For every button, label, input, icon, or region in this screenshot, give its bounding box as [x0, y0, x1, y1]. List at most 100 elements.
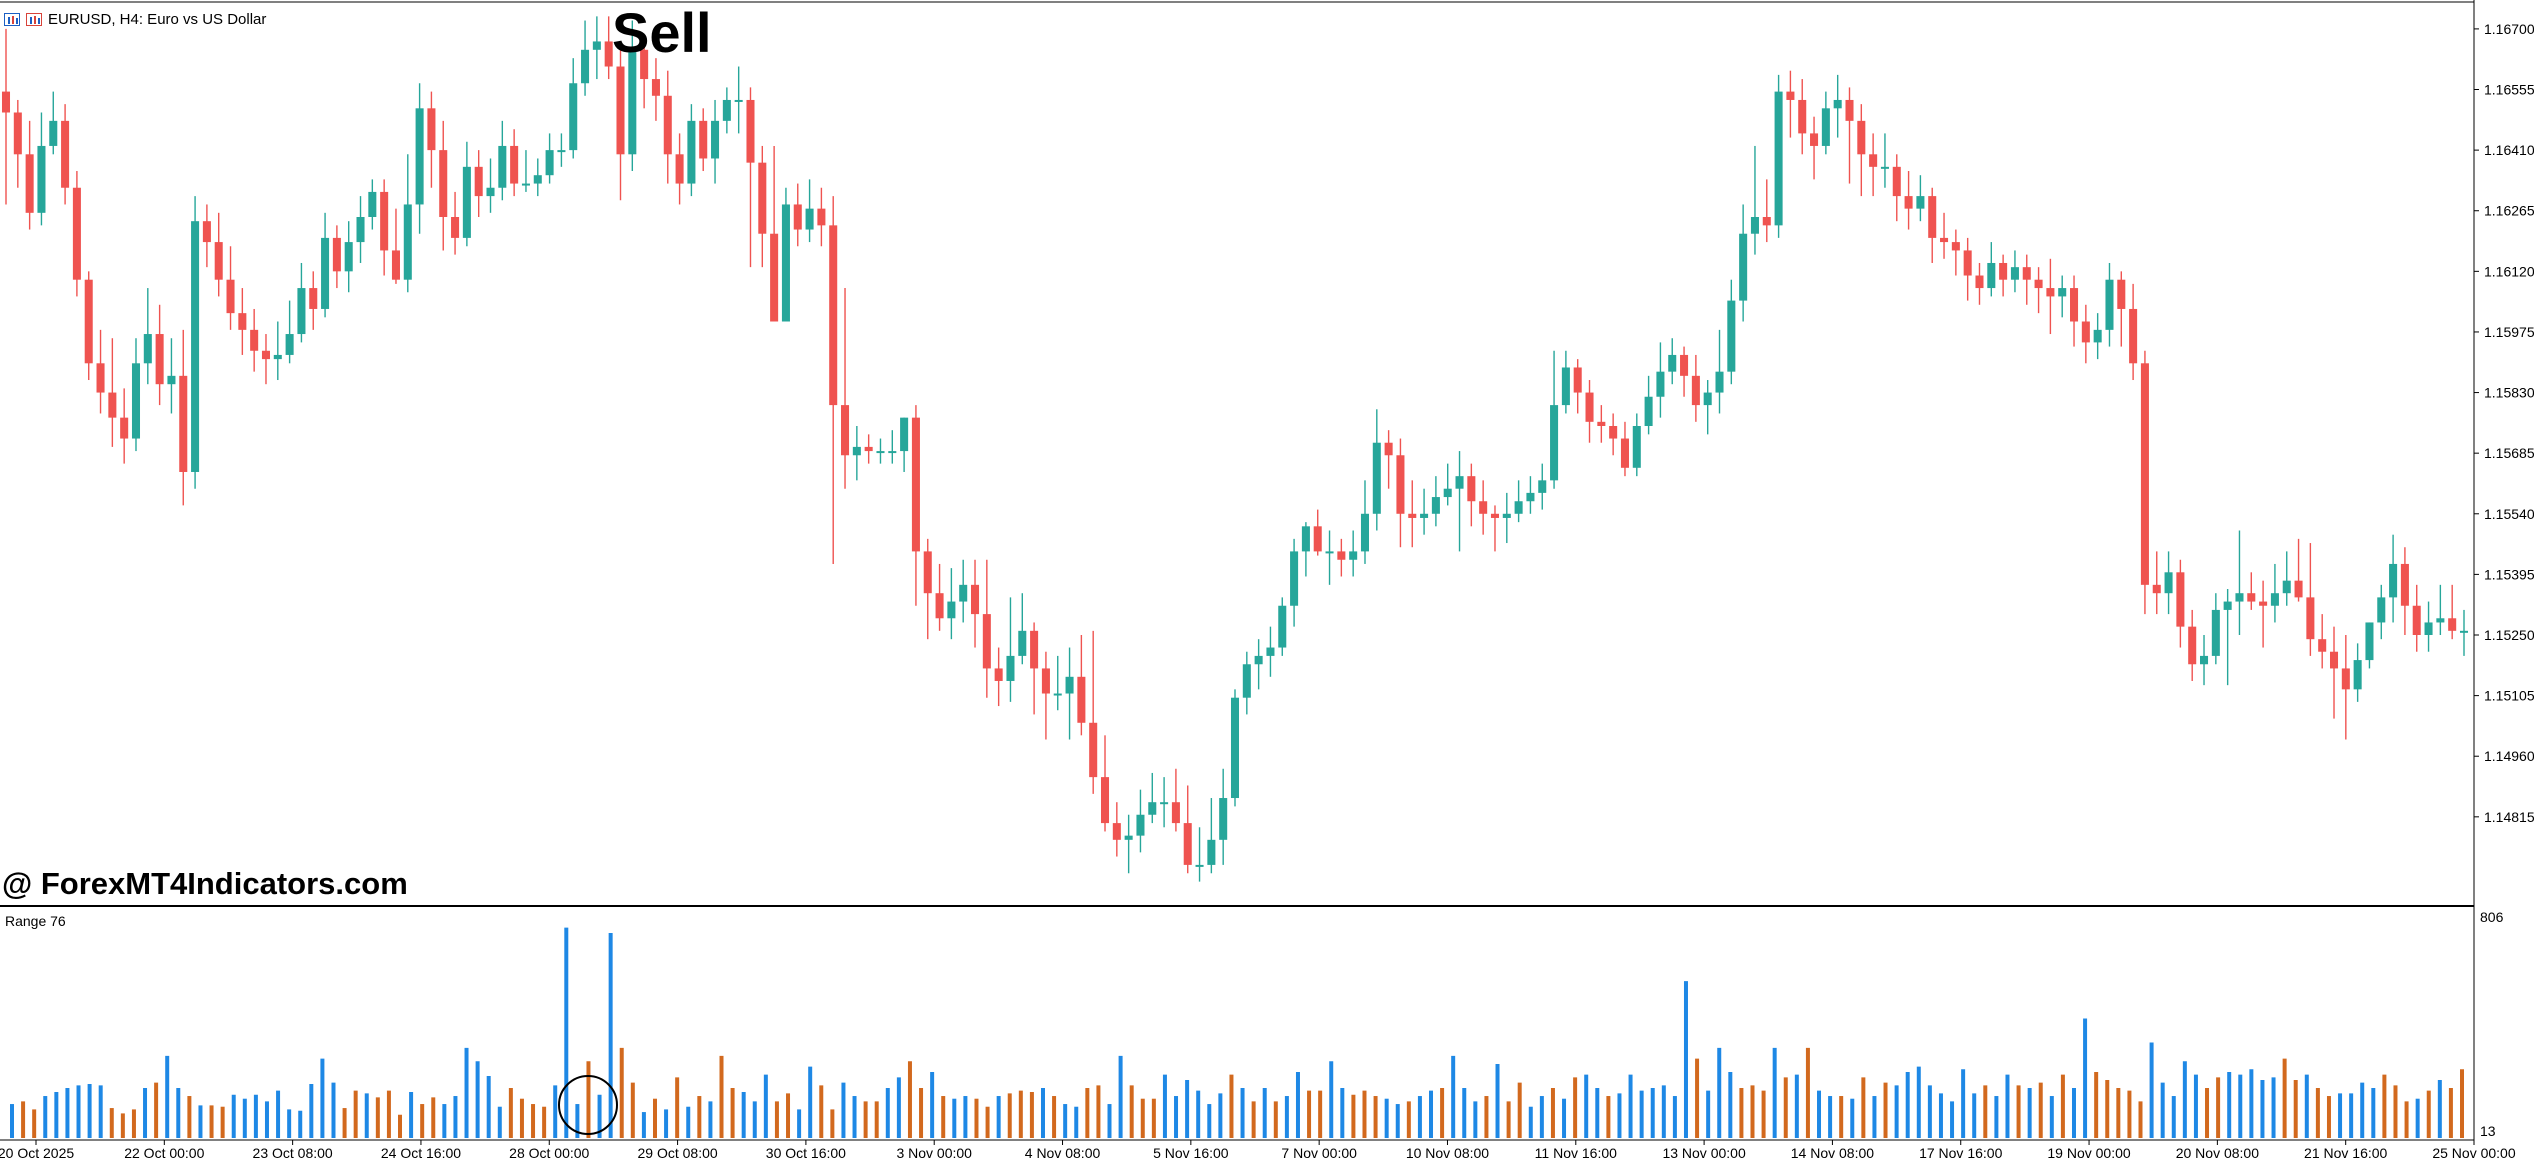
- candle-body: [1561, 367, 1570, 406]
- candle-body: [2341, 668, 2350, 690]
- price-tick-label: 1.16265: [2484, 203, 2534, 219]
- candle-body: [663, 95, 672, 155]
- price-chart[interactable]: 1.16700 1.16555 1.16410 1.16265 1.16120 1.159…: [0, 0, 2534, 908]
- candle-body: [1089, 722, 1098, 778]
- candle-body: [2070, 288, 2079, 322]
- candle-body: [1999, 262, 2008, 280]
- candle-body: [1313, 526, 1322, 552]
- time-label: 3 Nov 00:00: [896, 1145, 972, 1161]
- candle-body: [888, 451, 897, 454]
- candle-body: [1396, 455, 1405, 514]
- signal-circle-marker: [558, 1075, 618, 1135]
- time-label: 28 Oct 00:00: [509, 1145, 589, 1161]
- candle-body: [1, 91, 11, 113]
- candle-body: [25, 154, 34, 213]
- candle-body: [1325, 551, 1334, 554]
- candle-body: [2058, 288, 2067, 297]
- candle-body: [1360, 513, 1370, 552]
- candle-body: [1857, 120, 1866, 155]
- candle-body: [13, 112, 22, 155]
- candle-body: [2400, 563, 2409, 606]
- candle-body: [841, 405, 850, 456]
- candle-body: [616, 66, 625, 155]
- candle-body: [1892, 166, 1901, 197]
- time-label: 5 Nov 16:00: [1153, 1145, 1229, 1161]
- candle-body: [202, 221, 211, 243]
- candle-body: [1609, 426, 1618, 439]
- candle-body: [37, 145, 46, 213]
- candle-body: [1798, 99, 1807, 134]
- candle-body: [1349, 551, 1358, 560]
- candle-body: [734, 99, 743, 102]
- time-label: 7 Nov 00:00: [1281, 1145, 1357, 1161]
- candle-body: [793, 204, 802, 230]
- candle-body: [344, 242, 353, 272]
- candle-body: [462, 166, 471, 238]
- candle-body: [1136, 814, 1145, 836]
- candle-body: [2164, 572, 2173, 594]
- candle-body: [439, 150, 448, 217]
- time-label: 23 Oct 08:00: [253, 1145, 333, 1161]
- candle-body: [332, 237, 341, 272]
- time-label: 19 Nov 00:00: [2047, 1145, 2130, 1161]
- candle-body: [805, 208, 814, 230]
- candle-body: [1951, 242, 1960, 251]
- candle-body: [61, 120, 70, 188]
- candle-body: [1940, 237, 1949, 243]
- candle-body: [2010, 267, 2019, 280]
- candle-body: [1869, 154, 1878, 167]
- candle-body: [2353, 660, 2362, 690]
- watermark-text: @ ForexMT4Indicators.com: [2, 866, 408, 901]
- price-tick-label: 1.16120: [2484, 263, 2534, 279]
- candle-body: [521, 183, 530, 186]
- candle-body: [2034, 279, 2043, 289]
- candle-body: [1112, 823, 1121, 840]
- candle-body: [1810, 133, 1819, 146]
- candle-body: [1833, 99, 1842, 109]
- candle-body: [1030, 630, 1039, 669]
- candle-body: [2200, 655, 2209, 665]
- candle-body: [604, 41, 613, 67]
- candle-body: [971, 584, 980, 615]
- candle-body: [1644, 396, 1653, 426]
- candle-body: [758, 162, 767, 234]
- candle-body: [711, 120, 720, 159]
- price-tick-label: 1.15540: [2484, 506, 2534, 522]
- candle-body: [2459, 630, 2469, 633]
- candle-body: [533, 175, 542, 184]
- candle-body: [1975, 275, 1984, 289]
- candle-body: [2424, 622, 2433, 635]
- candle-body: [1703, 392, 1712, 406]
- candle-body: [911, 417, 920, 552]
- range-indicator-chart[interactable]: 20 Oct 2025 22 Oct 00:00 23 Oct 08:00 24 Oc…: [0, 908, 2534, 1165]
- time-label: 14 Nov 08:00: [1791, 1145, 1874, 1161]
- chart-icon[interactable]: [4, 12, 20, 26]
- candle-body: [1845, 99, 1854, 121]
- candle-body: [84, 279, 93, 364]
- candle-body: [770, 233, 779, 322]
- candle-body: [1514, 501, 1523, 514]
- sell-signal-label: Sell: [612, 1, 712, 64]
- time-label: 30 Oct 16:00: [766, 1145, 846, 1161]
- time-label: 20 Oct 2025: [0, 1145, 74, 1161]
- time-label: 22 Oct 00:00: [124, 1145, 204, 1161]
- candle-body: [852, 446, 861, 456]
- time-label: 29 Oct 08:00: [637, 1145, 717, 1161]
- candle-body: [1207, 839, 1216, 865]
- candle-body: [368, 191, 377, 217]
- candle-body: [273, 354, 282, 360]
- candle-body: [1148, 802, 1157, 815]
- candle-body: [261, 350, 270, 360]
- candle-body: [1691, 375, 1700, 406]
- price-tick-label: 1.15685: [2484, 445, 2534, 461]
- candle-body: [1538, 480, 1547, 493]
- candle-body: [781, 204, 790, 322]
- candle-body: [391, 250, 400, 280]
- candles-icon[interactable]: [26, 12, 42, 26]
- candle-body: [1928, 196, 1937, 238]
- candle-body: [994, 668, 1003, 681]
- candle-body: [1526, 492, 1535, 502]
- candle-body: [49, 120, 58, 146]
- candle-body: [2188, 626, 2197, 665]
- candle-body: [155, 334, 164, 385]
